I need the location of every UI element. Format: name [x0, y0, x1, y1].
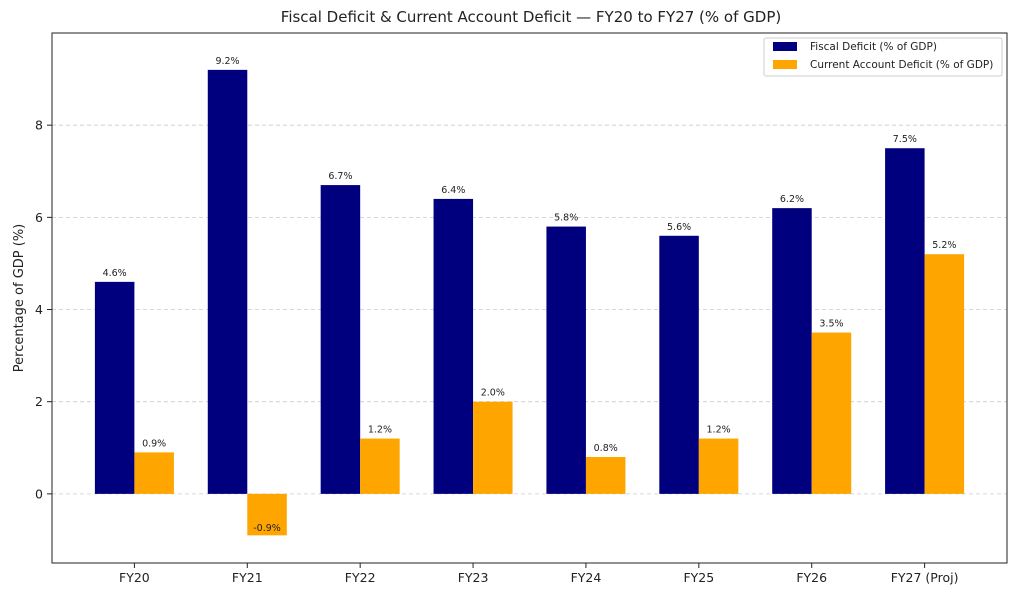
x-tick-label: FY27 (Proj)	[891, 570, 959, 585]
data-label-fiscal-deficit: 4.6%	[103, 268, 127, 279]
y-axis-label: Percentage of GDP (%)	[12, 224, 27, 372]
bar-fiscal-deficit	[94, 281, 135, 494]
x-tick-label: FY25	[683, 570, 714, 585]
y-tick-label: 2	[35, 394, 43, 409]
y-tick-label: 8	[35, 118, 43, 133]
x-tick-label: FY26	[796, 570, 827, 585]
bar-current-account-deficit	[134, 452, 174, 494]
bar-layer	[94, 69, 965, 536]
bar-current-account-deficit	[698, 438, 739, 494]
data-label-fiscal-deficit: 5.6%	[667, 222, 691, 233]
x-tick-label: FY22	[345, 570, 376, 585]
legend-label-current-account-deficit: Current Account Deficit (% of GDP)	[810, 59, 993, 71]
data-label-current-account-deficit: 2.0%	[481, 388, 505, 399]
bar-current-account-deficit	[811, 332, 852, 494]
data-label-fiscal-deficit: 7.5%	[893, 134, 917, 145]
data-label-current-account-deficit: -0.9%	[253, 523, 281, 534]
bar-fiscal-deficit	[885, 148, 925, 494]
data-label-fiscal-deficit: 5.8%	[554, 213, 578, 224]
data-label-current-account-deficit: 1.2%	[368, 425, 392, 436]
data-label-current-account-deficit: 1.2%	[707, 425, 731, 436]
bar-current-account-deficit	[924, 254, 965, 494]
bar-fiscal-deficit	[433, 198, 474, 494]
y-tick-label: 0	[35, 486, 43, 501]
legend: Fiscal Deficit (% of GDP) Current Accoun…	[763, 37, 1003, 77]
bar-fiscal-deficit	[772, 208, 812, 494]
data-label-current-account-deficit: 0.8%	[594, 443, 618, 454]
grid-layer	[52, 124, 1007, 495]
x-tick-label: FY20	[119, 570, 150, 585]
x-tick-label: FY21	[232, 570, 263, 585]
bar-current-account-deficit	[247, 493, 287, 536]
legend-box	[763, 37, 1003, 77]
y-tick-label: 4	[35, 302, 43, 317]
chart-title: Fiscal Deficit & Current Account Deficit…	[281, 8, 781, 26]
y-tick-label: 6	[35, 210, 43, 225]
tick-layer: 0 2 4 6 8 FY20 FY21 FY22 FY23 FY24 FY25 FY26 FY27 (P…	[35, 118, 958, 585]
bar-fiscal-deficit	[207, 69, 248, 494]
legend-swatch-fiscal-deficit	[773, 42, 797, 51]
data-label-fiscal-deficit: 6.4%	[441, 185, 465, 196]
x-tick-label: FY23	[458, 570, 489, 585]
legend-swatch-current-account-deficit	[773, 60, 797, 69]
bar-current-account-deficit	[360, 438, 400, 494]
bar-fiscal-deficit	[546, 226, 586, 494]
data-label-fiscal-deficit: 9.2%	[215, 56, 239, 67]
legend-label-fiscal-deficit: Fiscal Deficit (% of GDP)	[810, 41, 937, 53]
data-label-current-account-deficit: 5.2%	[932, 240, 956, 251]
data-label-layer: 4.6% 9.2% 6.7% 6.4% 5.8% 5.6% 6.2% 7.5% 0.9% -0.9…	[103, 56, 957, 534]
x-tick-label: FY24	[571, 570, 602, 585]
bar-fiscal-deficit	[320, 185, 361, 494]
bar-current-account-deficit	[473, 401, 513, 494]
data-label-fiscal-deficit: 6.7%	[328, 171, 352, 182]
data-label-fiscal-deficit: 6.2%	[780, 194, 804, 205]
data-label-current-account-deficit: 0.9%	[142, 438, 166, 449]
bar-current-account-deficit	[585, 457, 626, 494]
plot-frame	[51, 32, 1008, 564]
data-label-current-account-deficit: 3.5%	[819, 319, 843, 330]
bar-fiscal-deficit	[659, 235, 699, 494]
